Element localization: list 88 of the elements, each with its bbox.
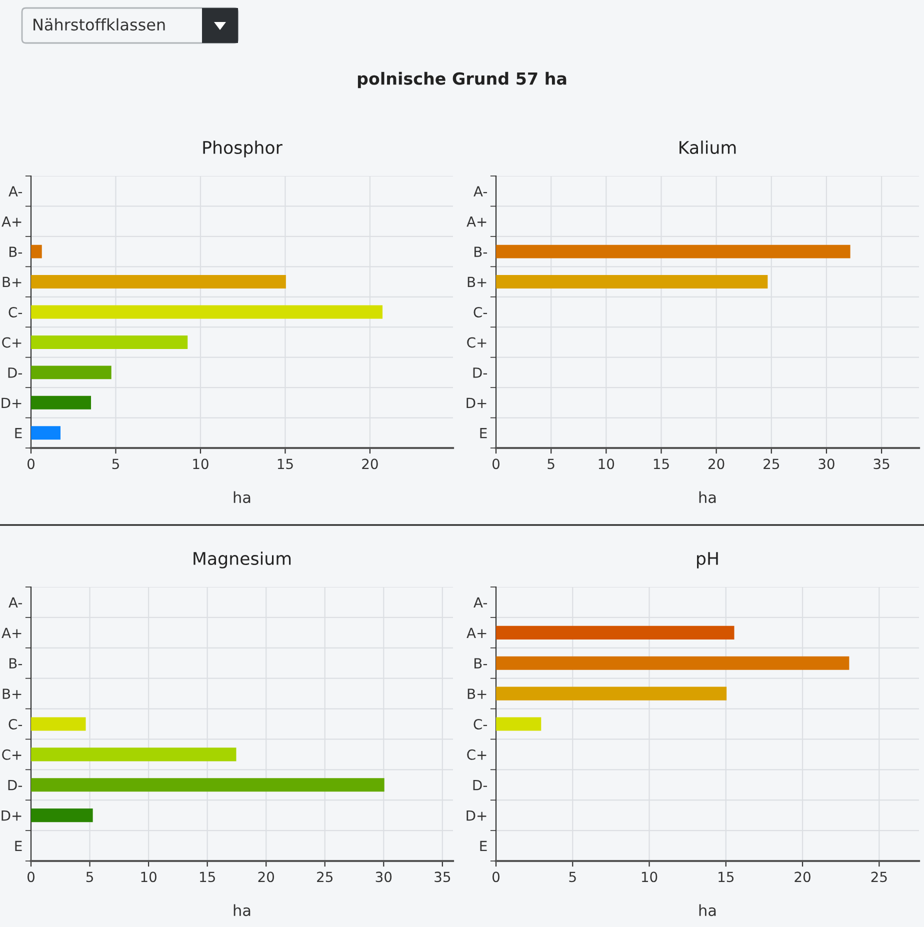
chart-title: pH bbox=[697, 552, 718, 568]
bar bbox=[31, 748, 236, 762]
bar bbox=[31, 275, 286, 289]
y-tick-label: C+ bbox=[2, 749, 22, 760]
y-tick-label: C- bbox=[474, 306, 487, 318]
x-tick-label: 25 bbox=[871, 872, 887, 882]
x-tick-label: 0 bbox=[27, 872, 34, 882]
y-tick-label: D- bbox=[473, 780, 487, 790]
y-tick-label: A+ bbox=[2, 216, 22, 227]
y-tick-label: D+ bbox=[2, 810, 22, 821]
x-tick-label: 0 bbox=[27, 458, 34, 470]
y-tick-label: B+ bbox=[468, 276, 486, 288]
y-tick-label: E bbox=[480, 428, 487, 438]
y-tick-label: E bbox=[15, 428, 22, 438]
y-tick-label: B+ bbox=[2, 276, 22, 288]
y-tick-label: B- bbox=[9, 658, 22, 668]
x-tick-label: 10 bbox=[642, 872, 658, 882]
x-axis-title: ha bbox=[234, 904, 250, 916]
text: polnische Grund 57 ha bbox=[358, 72, 566, 88]
y-tick-label: D+ bbox=[466, 810, 486, 821]
x-tick-label: 20 bbox=[258, 872, 274, 882]
x-tick-label: 35 bbox=[434, 872, 450, 882]
bar bbox=[31, 717, 86, 731]
y-tick-label: C+ bbox=[467, 337, 486, 348]
bar bbox=[496, 686, 727, 700]
x-tick-label: 15 bbox=[654, 458, 669, 470]
bar bbox=[31, 426, 61, 440]
x-tick-label: 20 bbox=[794, 872, 810, 882]
chart-title: Kalium bbox=[680, 140, 736, 154]
x-tick-label: 35 bbox=[874, 458, 890, 470]
bar bbox=[31, 305, 383, 319]
bar bbox=[31, 396, 92, 410]
bar bbox=[31, 808, 93, 822]
x-axis-title: ha bbox=[699, 491, 716, 504]
x-tick-label: 15 bbox=[278, 458, 293, 470]
text: Nährstoffklassen bbox=[34, 18, 165, 31]
bar bbox=[496, 656, 850, 670]
x-tick-label: 10 bbox=[141, 872, 156, 882]
bar bbox=[31, 244, 42, 258]
chart-title: Magnesium bbox=[194, 552, 291, 568]
x-tick-label: 5 bbox=[548, 458, 554, 470]
y-tick-label: D- bbox=[473, 368, 487, 378]
x-tick-label: 5 bbox=[112, 458, 119, 470]
y-tick-label: A- bbox=[8, 597, 22, 608]
y-tick-label: A+ bbox=[466, 628, 486, 638]
y-tick-label: B+ bbox=[2, 688, 22, 699]
x-tick-label: 15 bbox=[718, 872, 734, 882]
y-tick-label: C- bbox=[474, 718, 487, 730]
x-tick-label: 20 bbox=[362, 458, 378, 470]
y-tick-label: C- bbox=[8, 306, 22, 318]
x-tick-label: 5 bbox=[86, 872, 93, 882]
y-tick-label: C+ bbox=[2, 337, 22, 348]
y-tick-label: A+ bbox=[466, 216, 486, 227]
x-tick-label: 30 bbox=[376, 872, 392, 882]
y-tick-label: D+ bbox=[2, 398, 22, 408]
x-tick-label: 5 bbox=[569, 872, 576, 882]
y-tick-label: B- bbox=[474, 246, 487, 257]
y-tick-label: A- bbox=[8, 186, 22, 196]
bar bbox=[31, 778, 384, 792]
y-tick-label: B+ bbox=[468, 688, 486, 699]
x-axis-title: ha bbox=[234, 491, 250, 504]
y-tick-label: E bbox=[480, 840, 487, 852]
y-tick-label: A- bbox=[474, 597, 487, 608]
chart-title: Phosphor bbox=[203, 140, 282, 158]
x-tick-label: 30 bbox=[818, 458, 834, 470]
bar bbox=[496, 626, 734, 640]
y-tick-label: B- bbox=[474, 658, 487, 668]
y-tick-label: A- bbox=[474, 186, 487, 196]
y-tick-label: D+ bbox=[466, 398, 486, 408]
bar bbox=[31, 366, 112, 380]
y-tick-label: E bbox=[15, 840, 22, 852]
x-tick-label: 25 bbox=[764, 458, 780, 470]
x-axis-title: ha bbox=[699, 904, 716, 916]
x-tick-label: 10 bbox=[193, 458, 208, 470]
x-tick-label: 25 bbox=[317, 872, 332, 882]
x-tick-label: 0 bbox=[492, 458, 500, 470]
y-tick-label: C- bbox=[8, 718, 22, 730]
bar bbox=[31, 335, 188, 349]
x-tick-label: 10 bbox=[598, 458, 614, 470]
y-tick-label: B- bbox=[9, 246, 22, 257]
y-tick-label: A+ bbox=[2, 628, 22, 638]
y-tick-label: C+ bbox=[467, 749, 486, 760]
x-tick-label: 20 bbox=[708, 458, 724, 470]
y-tick-label: D- bbox=[8, 368, 22, 378]
x-tick-label: 0 bbox=[492, 872, 500, 882]
y-tick-label: D- bbox=[8, 780, 22, 790]
x-tick-label: 15 bbox=[200, 872, 215, 882]
bar bbox=[496, 717, 542, 731]
